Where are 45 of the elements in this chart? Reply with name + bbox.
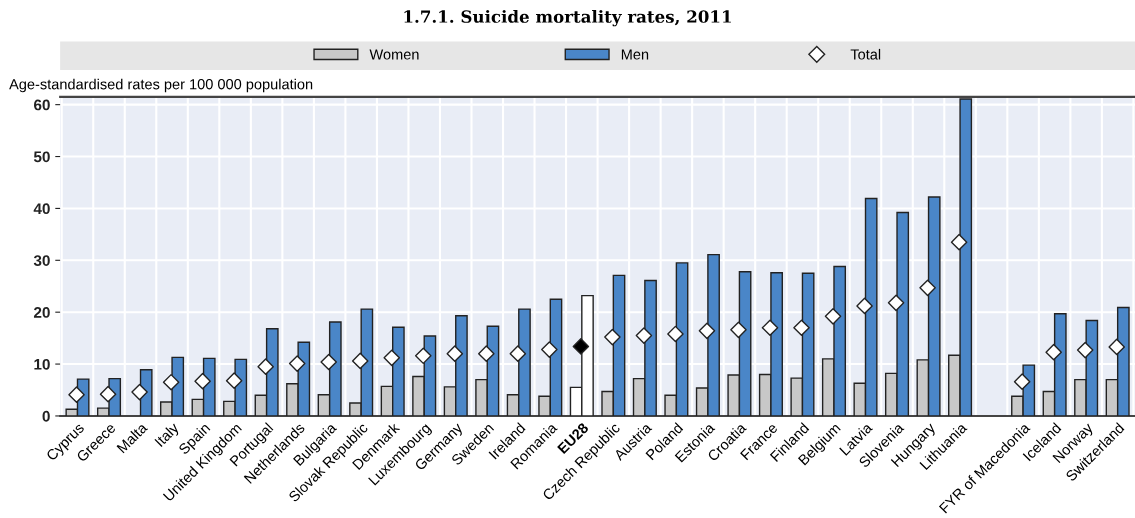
y-axis-title: Age-standardised rates per 100 000 population — [9, 78, 313, 93]
point — [1108, 338, 1126, 356]
point — [257, 358, 274, 375]
y-tick-label: 60 — [34, 99, 50, 111]
point — [572, 338, 590, 355]
point — [793, 319, 810, 337]
point — [856, 297, 873, 315]
point — [162, 373, 180, 391]
y-tick-label: 50 — [33, 151, 50, 163]
point — [824, 308, 842, 325]
point — [604, 328, 621, 346]
point — [730, 321, 747, 339]
point — [698, 322, 716, 340]
y-tick-label: 20 — [33, 307, 50, 318]
point — [383, 349, 401, 367]
y-tick-label: 10 — [34, 358, 50, 370]
legend-label: Total — [850, 48, 881, 60]
point — [541, 341, 558, 358]
point — [950, 233, 968, 251]
point — [351, 352, 369, 370]
point — [225, 372, 243, 389]
point — [320, 353, 338, 371]
chart-title: 1.7.1. Suicide mortality rates, 2011 — [404, 9, 731, 27]
point — [1013, 373, 1031, 391]
point — [887, 294, 905, 312]
point — [414, 347, 432, 365]
legend-label: Women — [369, 49, 419, 60]
y-tick-label: 0 — [42, 410, 50, 422]
point — [446, 345, 464, 362]
point — [131, 383, 148, 401]
point — [1045, 343, 1062, 361]
legend-label: Men — [621, 49, 649, 60]
point — [288, 355, 306, 372]
point — [635, 327, 653, 344]
point — [667, 325, 684, 343]
point — [68, 386, 85, 403]
point — [509, 345, 527, 362]
y-tick-label: 30 — [33, 255, 50, 267]
point — [99, 385, 117, 403]
point — [194, 372, 211, 390]
point — [919, 279, 936, 297]
point — [1076, 341, 1094, 359]
y-tick-label: 40 — [33, 203, 50, 215]
point — [478, 345, 495, 362]
point — [761, 319, 779, 337]
